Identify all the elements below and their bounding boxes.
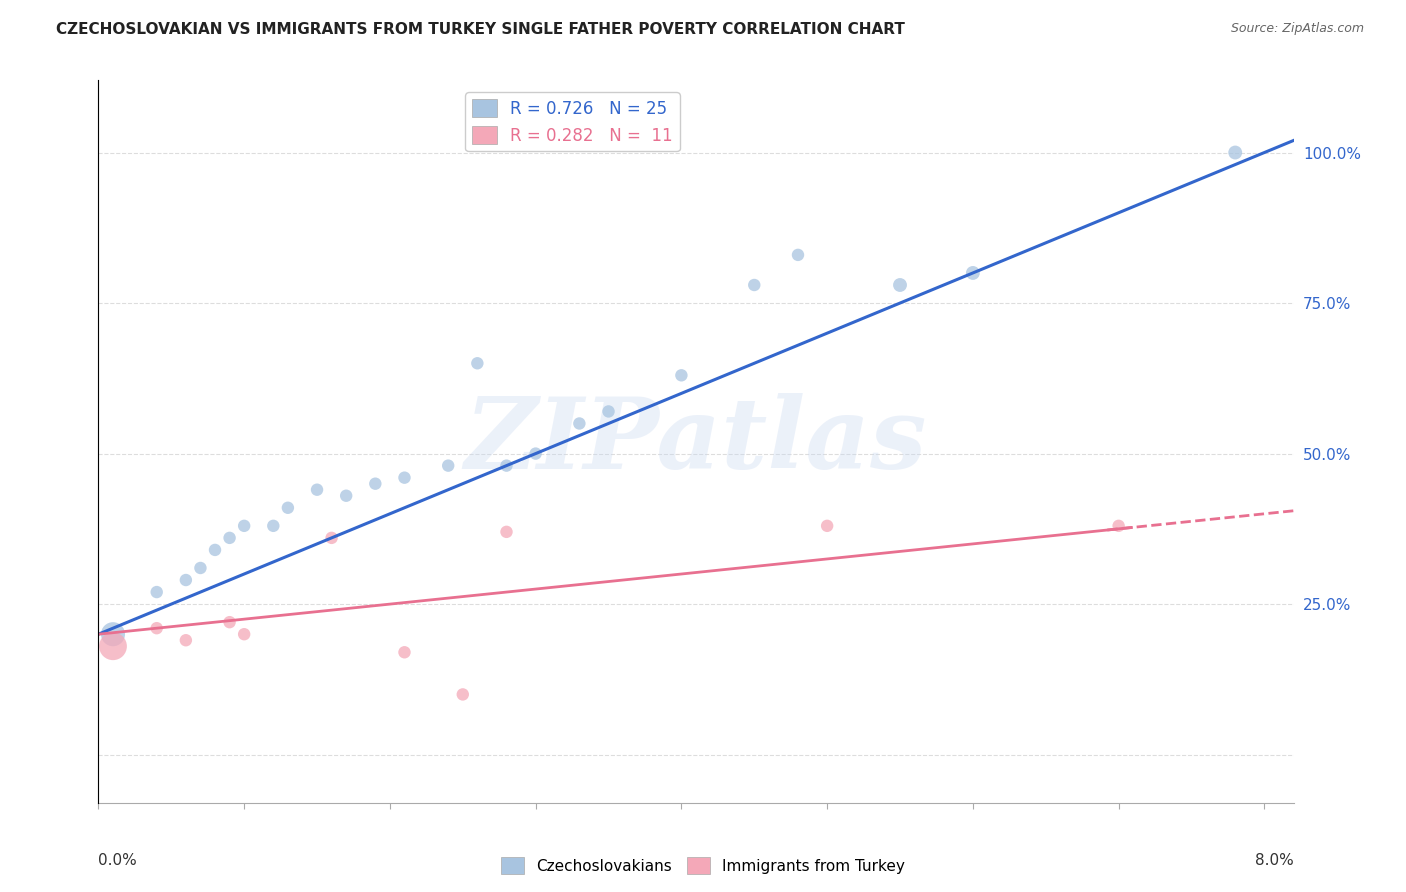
Point: [364, 476, 387, 491]
Point: [277, 500, 299, 515]
Point: [1225, 145, 1247, 160]
Point: [174, 573, 197, 587]
Point: [233, 518, 256, 533]
Point: [394, 471, 416, 485]
Point: [495, 458, 517, 473]
Point: [524, 446, 547, 460]
Point: [218, 531, 240, 545]
Point: [335, 489, 357, 503]
Legend: R = 0.726   N = 25, R = 0.282   N =  11: R = 0.726 N = 25, R = 0.282 N = 11: [465, 92, 679, 152]
Point: [321, 531, 343, 545]
Point: [262, 518, 284, 533]
Point: [742, 277, 765, 292]
Text: 0.0%: 0.0%: [98, 854, 138, 869]
Point: [437, 458, 460, 473]
Point: [204, 542, 226, 557]
Point: [1108, 518, 1130, 533]
Point: [787, 248, 810, 262]
Point: [451, 687, 474, 701]
Point: [467, 356, 489, 370]
Point: [305, 483, 328, 497]
Text: ZIPatlas: ZIPatlas: [465, 393, 927, 490]
Text: Source: ZipAtlas.com: Source: ZipAtlas.com: [1230, 22, 1364, 36]
Point: [145, 585, 167, 599]
Point: [190, 561, 212, 575]
Point: [815, 518, 838, 533]
Point: [101, 627, 124, 641]
Point: [174, 633, 197, 648]
Point: [495, 524, 517, 539]
Text: 8.0%: 8.0%: [1254, 854, 1294, 869]
Point: [889, 277, 911, 292]
Point: [568, 417, 591, 431]
Point: [145, 621, 167, 635]
Point: [218, 615, 240, 630]
Point: [962, 266, 984, 280]
Text: CZECHOSLOVAKIAN VS IMMIGRANTS FROM TURKEY SINGLE FATHER POVERTY CORRELATION CHAR: CZECHOSLOVAKIAN VS IMMIGRANTS FROM TURKE…: [56, 22, 905, 37]
Point: [233, 627, 256, 641]
Legend: Czechoslovakians, Immigrants from Turkey: Czechoslovakians, Immigrants from Turkey: [495, 851, 911, 880]
Point: [671, 368, 693, 383]
Point: [394, 645, 416, 659]
Point: [101, 639, 124, 653]
Point: [598, 404, 620, 418]
